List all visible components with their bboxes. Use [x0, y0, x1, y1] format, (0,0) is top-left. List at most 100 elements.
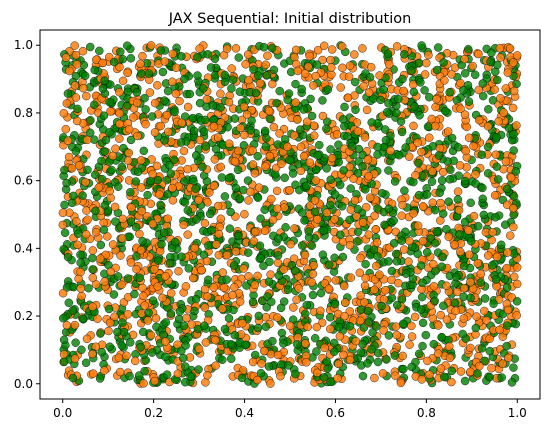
scatter-point	[97, 156, 106, 166]
scatter-point	[71, 93, 81, 102]
scatter-point	[389, 216, 398, 225]
scatter-point	[73, 240, 82, 250]
scatter-point	[233, 165, 243, 175]
scatter-point	[293, 66, 303, 76]
scatter-point	[392, 108, 401, 118]
scatter-point	[456, 367, 466, 376]
scatter-point	[214, 229, 224, 239]
scatter-point	[96, 240, 106, 250]
scatter-point	[148, 169, 157, 179]
scatter-point	[141, 119, 150, 129]
scatter-point	[90, 135, 99, 144]
scatter-point	[350, 50, 359, 59]
scatter-point	[318, 250, 328, 259]
scatter-point	[279, 339, 288, 348]
scatter-point	[60, 200, 69, 210]
scatter-point	[485, 372, 495, 382]
scatter-point	[323, 85, 333, 94]
scatter-point	[466, 277, 475, 287]
scatter-point	[201, 142, 211, 151]
scatter-point	[414, 190, 424, 200]
scatter-point	[256, 214, 265, 223]
scatter-point	[286, 239, 295, 249]
scatter-point	[335, 332, 345, 341]
scatter-point	[163, 127, 173, 137]
scatter-point	[95, 46, 104, 56]
scatter-point	[76, 250, 85, 260]
scatter-point	[82, 135, 92, 145]
scatter-point	[253, 323, 263, 333]
scatter-point	[334, 140, 343, 149]
scatter-point	[381, 285, 390, 295]
scatter-point	[88, 349, 97, 359]
scatter-point	[239, 102, 249, 112]
scatter-point	[421, 330, 431, 340]
scatter-point	[284, 361, 293, 370]
scatter-point	[405, 236, 414, 246]
scatter-point	[356, 305, 366, 315]
scatter-point	[133, 131, 142, 141]
scatter-point	[216, 89, 225, 98]
scatter-point	[222, 250, 232, 260]
scatter-point	[202, 256, 212, 266]
scatter-point	[350, 196, 360, 205]
scatter-point	[248, 357, 258, 367]
scatter-point	[197, 265, 206, 275]
scatter-point	[116, 251, 125, 260]
scatter-point	[183, 206, 193, 215]
scatter-point	[170, 237, 180, 247]
scatter-point	[100, 76, 109, 85]
scatter-point	[471, 170, 480, 179]
scatter-point	[347, 142, 357, 151]
scatter-point	[290, 131, 299, 140]
scatter-point	[392, 42, 402, 51]
scatter-point	[472, 312, 481, 321]
scatter-point	[327, 45, 337, 54]
scatter-point	[466, 236, 476, 246]
scatter-point	[505, 44, 515, 53]
scatter-point	[418, 278, 427, 288]
scatter-point	[480, 306, 489, 316]
scatter-point	[501, 157, 511, 166]
scatter-point	[122, 351, 131, 360]
scatter-point	[63, 89, 73, 98]
scatter-point	[254, 183, 264, 192]
scatter-point	[434, 151, 444, 160]
scatter-point	[69, 282, 79, 292]
scatter-point	[447, 366, 457, 376]
scatter-point	[200, 284, 210, 294]
scatter-point	[445, 88, 454, 97]
scatter-point	[360, 133, 370, 142]
scatter-point	[216, 103, 225, 112]
scatter-point	[88, 273, 98, 282]
scatter-point	[302, 300, 312, 310]
scatter-point	[150, 98, 160, 108]
scatter-point	[291, 98, 300, 107]
scatter-point	[238, 319, 247, 328]
scatter-point	[337, 42, 347, 51]
scatter-point	[473, 221, 483, 231]
scatter-point	[272, 186, 282, 196]
scatter-point	[437, 332, 446, 342]
scatter-point	[310, 196, 320, 205]
scatter-point	[422, 58, 431, 68]
scatter-point	[440, 76, 449, 85]
scatter-point	[266, 379, 275, 388]
scatter-point	[503, 248, 512, 257]
scatter-point	[478, 194, 488, 204]
scatter-point	[504, 123, 514, 133]
scatter-point	[384, 166, 393, 175]
scatter-point	[307, 111, 317, 121]
scatter-point	[224, 139, 234, 148]
scatter-point	[179, 353, 188, 363]
scatter-point	[502, 283, 512, 292]
scatter-point	[441, 106, 450, 116]
scatter-point	[398, 319, 408, 329]
scatter-point	[312, 347, 321, 356]
scatter-point	[190, 306, 199, 316]
scatter-point	[383, 49, 393, 59]
scatter-point	[416, 305, 426, 314]
scatter-point	[498, 359, 507, 368]
scatter-point	[72, 217, 81, 226]
scatter-point	[65, 66, 74, 76]
